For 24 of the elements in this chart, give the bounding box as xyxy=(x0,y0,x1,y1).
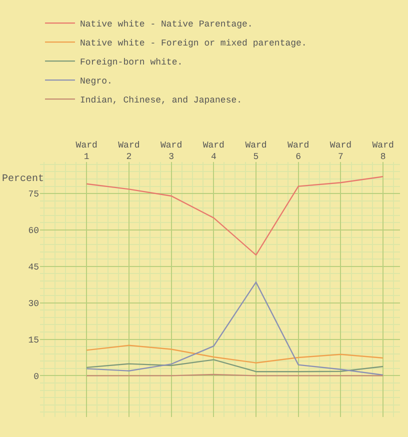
y-tick-label: 15 xyxy=(28,335,39,346)
legend-label: Negro. xyxy=(80,76,112,87)
legend-label: Native white - Foreign or mixed parentage. xyxy=(80,38,307,49)
y-tick-label: 45 xyxy=(28,262,39,273)
line-series xyxy=(86,176,384,256)
line-series xyxy=(86,344,384,364)
y-tick-label: 75 xyxy=(28,190,39,200)
y-axis-title: Percent xyxy=(2,174,44,185)
x-tick-label: Ward 5 xyxy=(245,140,267,162)
legend-label: Native white - Native Parentage. xyxy=(80,20,253,30)
x-tick-label: Ward 1 xyxy=(76,140,98,162)
x-tick-label: Ward 8 xyxy=(372,140,394,162)
x-tick-label: Ward 7 xyxy=(330,140,352,162)
line-series xyxy=(86,359,384,372)
legend-label: Indian, Chinese, and Japanese. xyxy=(80,96,242,106)
x-tick-label: Ward 4 xyxy=(202,140,224,162)
x-tick-label: Ward 3 xyxy=(160,140,182,162)
y-tick-label: 0 xyxy=(34,372,39,382)
legend-label: Foreign-born white. xyxy=(80,58,183,68)
y-tick-label: 30 xyxy=(28,299,39,310)
x-tick-label: Ward 6 xyxy=(288,140,310,162)
line-series xyxy=(86,282,384,376)
y-tick-label: 60 xyxy=(28,226,39,236)
x-tick-label: Ward 2 xyxy=(118,140,140,162)
